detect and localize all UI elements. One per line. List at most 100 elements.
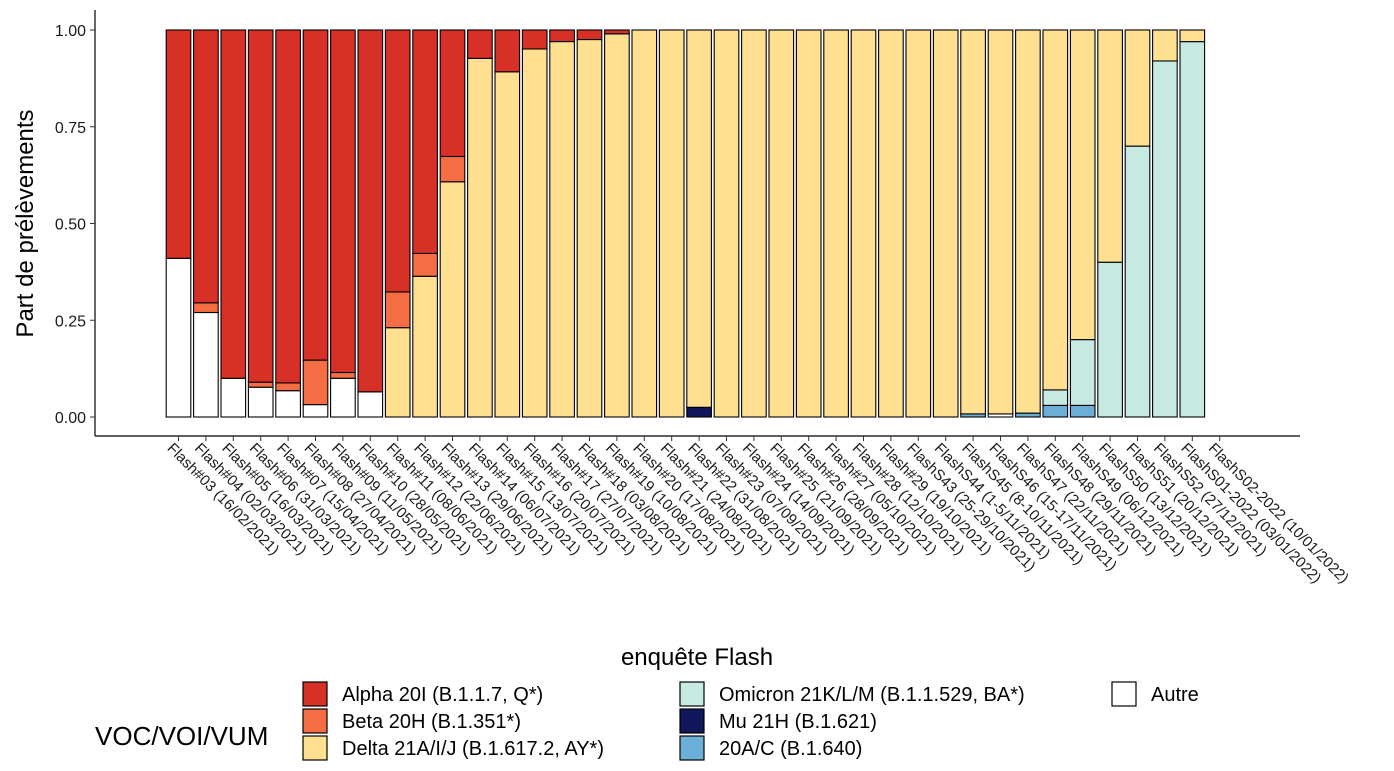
bar-segment-autre	[220, 377, 247, 418]
bar-segment-alpha-20i-b-1-1-7-q	[549, 29, 575, 43]
bar-segment-delta-21a-i-j-b-1-617-2-ay	[494, 71, 521, 418]
x-axis-title: enquête Flash	[621, 644, 773, 671]
bar-segment-beta-20h-b-1-351	[193, 302, 219, 314]
bar-segment-delta-21a-i-j-b-1-617-2-ay	[384, 327, 411, 418]
legend-label: Beta 20H (B.1.351*)	[342, 711, 521, 733]
bar-segment-delta-21a-i-j-b-1-617-2-ay	[686, 29, 712, 408]
bar-segment-alpha-20i-b-1-1-7-q	[357, 29, 384, 393]
bar-segment-omicron-21k-l-m-b-1-1-529-ba	[1152, 60, 1178, 418]
legend-swatch-omicron-21k-l-m-b-1-1-529-ba	[679, 681, 705, 707]
bar-segment-autre	[302, 404, 329, 418]
bar-segment-alpha-20i-b-1-1-7-q	[604, 29, 630, 35]
legend-title: VOC/VOI/VUM	[95, 721, 268, 751]
bar-segment-delta-21a-i-j-b-1-617-2-ay	[658, 29, 685, 418]
bar-segment-alpha-20i-b-1-1-7-q	[247, 29, 274, 383]
bar-segment-delta-21a-i-j-b-1-617-2-ay	[960, 29, 986, 415]
bar-segment-mu-21h-b-1-621	[686, 406, 712, 418]
legend-swatch-alpha-20i-b-1-1-7-q	[302, 681, 328, 707]
bars-area	[165, 29, 1206, 418]
bar-segment-delta-21a-i-j-b-1-617-2-ay	[905, 29, 932, 418]
bar-segment-delta-21a-i-j-b-1-617-2-ay	[521, 48, 548, 418]
bar-segment-alpha-20i-b-1-1-7-q	[302, 29, 329, 361]
bar-segment-delta-21a-i-j-b-1-617-2-ay	[1097, 29, 1123, 263]
bar-segment-delta-21a-i-j-b-1-617-2-ay	[932, 29, 959, 418]
bar-segment-delta-21a-i-j-b-1-617-2-ay	[1124, 29, 1151, 147]
legend-swatch-beta-20h-b-1-351	[302, 708, 328, 734]
bar-segment-delta-21a-i-j-b-1-617-2-ay	[631, 29, 658, 418]
legend-label: Alpha 20I (B.1.1.7, Q*)	[342, 684, 543, 706]
bar-segment-alpha-20i-b-1-1-7-q	[384, 29, 411, 293]
bar-segment-omicron-21k-l-m-b-1-1-529-ba	[1069, 339, 1096, 406]
bar-segment-alpha-20i-b-1-1-7-q	[330, 29, 356, 374]
legend-label: Mu 21H (B.1.621)	[719, 711, 877, 733]
bar-segment-omicron-21k-l-m-b-1-1-529-ba	[1124, 145, 1151, 418]
bar-segment-delta-21a-i-j-b-1-617-2-ay	[1152, 29, 1178, 62]
bar-segment-delta-21a-i-j-b-1-617-2-ay	[878, 29, 904, 418]
y-tick-label: 0.75	[55, 120, 86, 137]
bar-segment-delta-21a-i-j-b-1-617-2-ay	[412, 275, 438, 418]
bar-segment-beta-20h-b-1-351	[412, 252, 438, 277]
y-axis-title: Part de prélèvements	[12, 109, 39, 337]
bar-segment-delta-21a-i-j-b-1-617-2-ay	[823, 29, 849, 418]
bar-segment-delta-21a-i-j-b-1-617-2-ay	[1015, 29, 1041, 414]
bar-segment-delta-21a-i-j-b-1-617-2-ay	[1042, 29, 1069, 391]
bar-segment-delta-21a-i-j-b-1-617-2-ay	[850, 29, 877, 418]
bar-segment-alpha-20i-b-1-1-7-q	[439, 29, 466, 158]
bar-segment-20a-c-b-1-640	[1042, 404, 1069, 418]
bar-segment-alpha-20i-b-1-1-7-q	[193, 29, 219, 304]
legend-label: Omicron 21K/L/M (B.1.1.529, BA*)	[719, 684, 1025, 706]
bar-segment-delta-21a-i-j-b-1-617-2-ay	[439, 181, 466, 418]
bar-segment-alpha-20i-b-1-1-7-q	[494, 29, 521, 73]
bar-segment-delta-21a-i-j-b-1-617-2-ay	[741, 29, 767, 418]
bar-segment-alpha-20i-b-1-1-7-q	[275, 29, 301, 384]
bar-segment-alpha-20i-b-1-1-7-q	[220, 29, 247, 379]
bar-segment-autre	[247, 386, 274, 418]
legend-swatch-autre	[1111, 681, 1137, 707]
bar-segment-autre	[330, 377, 356, 418]
bar-segment-omicron-21k-l-m-b-1-1-529-ba	[1097, 261, 1123, 418]
bar-segment-delta-21a-i-j-b-1-617-2-ay	[713, 29, 740, 418]
y-tick-label: 1.00	[55, 23, 86, 40]
bar-segment-alpha-20i-b-1-1-7-q	[165, 29, 192, 259]
y-tick-label: 0.50	[55, 217, 86, 234]
bar-segment-delta-21a-i-j-b-1-617-2-ay	[795, 29, 822, 418]
bar-segment-autre	[275, 390, 301, 418]
bar-segment-delta-21a-i-j-b-1-617-2-ay	[467, 57, 493, 418]
bar-segment-delta-21a-i-j-b-1-617-2-ay	[1179, 29, 1206, 43]
bar-segment-delta-21a-i-j-b-1-617-2-ay	[1069, 29, 1096, 341]
legend-label: 20A/C (B.1.640)	[719, 738, 862, 760]
legend-label: Delta 21A/I/J (B.1.617.2, AY*)	[342, 738, 604, 760]
bar-segment-beta-20h-b-1-351	[302, 359, 329, 406]
bar-segment-alpha-20i-b-1-1-7-q	[467, 29, 493, 59]
bar-segment-beta-20h-b-1-351	[247, 381, 274, 388]
bar-segment-delta-21a-i-j-b-1-617-2-ay	[604, 33, 630, 418]
bar-segment-beta-20h-b-1-351	[439, 155, 466, 183]
legend-swatch-20a-c-b-1-640	[679, 735, 705, 761]
bar-segment-alpha-20i-b-1-1-7-q	[412, 29, 438, 254]
y-tick-label: 0.00	[55, 410, 86, 427]
bar-segment-20a-c-b-1-640	[1015, 412, 1041, 418]
bar-segment-omicron-21k-l-m-b-1-1-529-ba	[1042, 389, 1069, 406]
bar-segment-delta-21a-i-j-b-1-617-2-ay	[576, 38, 603, 418]
legend: VOC/VOI/VUM Alpha 20I (B.1.1.7, Q*) Beta …	[95, 681, 1199, 761]
bar-segment-delta-21a-i-j-b-1-617-2-ay	[549, 41, 575, 418]
bar-segment-20a-c-b-1-640	[1069, 404, 1096, 418]
y-tick-label: 0.25	[55, 313, 86, 330]
bar-segment-beta-20h-b-1-351	[384, 291, 411, 329]
bar-segment-omicron-21k-l-m-b-1-1-529-ba	[1179, 41, 1206, 418]
bar-segment-alpha-20i-b-1-1-7-q	[521, 29, 548, 50]
bar-segment-beta-20h-b-1-351	[275, 382, 301, 392]
bar-segment-alpha-20i-b-1-1-7-q	[576, 29, 603, 41]
bar-segment-autre	[193, 311, 219, 418]
bar-segment-autre	[357, 391, 384, 418]
bar-segment-delta-21a-i-j-b-1-617-2-ay	[987, 29, 1014, 415]
x-axis-ticks: Flash#03 (16/02/2021)Flash#04 (02/03/202…	[164, 436, 1352, 587]
legend-swatch-mu-21h-b-1-621	[679, 708, 705, 734]
bar-segment-beta-20h-b-1-351	[330, 371, 356, 379]
bar-segment-autre	[165, 257, 192, 418]
legend-swatch-delta-21a-i-j-b-1-617-2-ay	[302, 735, 328, 761]
bar-segment-delta-21a-i-j-b-1-617-2-ay	[768, 29, 795, 418]
legend-label: Autre	[1151, 684, 1199, 706]
y-axis-ticks: 0.00 0.25 0.50 0.75 1.00	[55, 23, 95, 427]
